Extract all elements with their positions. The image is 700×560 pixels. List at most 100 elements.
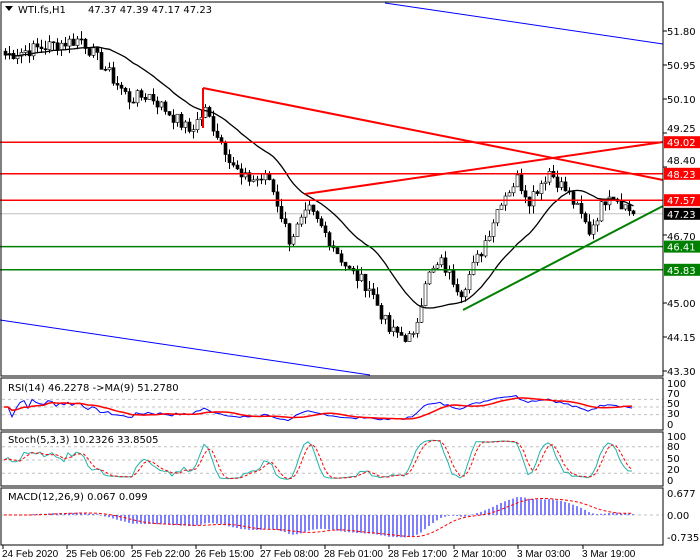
candle-body <box>187 121 192 132</box>
candle-body <box>99 52 104 70</box>
candle-body <box>419 305 424 323</box>
candle-body <box>263 173 268 181</box>
candle-body <box>531 191 536 207</box>
stoch-d-line <box>3 439 633 480</box>
candle-body <box>267 173 272 180</box>
candle-body <box>223 141 228 155</box>
rsi-tick-label: 70 <box>667 389 680 400</box>
candle-body <box>203 107 208 118</box>
time-label: 27 Feb 08:00 <box>260 549 319 560</box>
rsi-label: RSI(14) 46.2278 ->MA(9) 51.2780 <box>8 383 179 394</box>
candle-body <box>235 164 240 170</box>
candle-body <box>407 333 412 342</box>
candle-body <box>59 42 64 51</box>
symbol-label: WTI.fs,H1 <box>18 5 66 16</box>
candle-body <box>543 181 548 184</box>
macd-signal-line <box>3 498 632 538</box>
candle-body <box>427 271 432 285</box>
candle-body <box>463 289 468 298</box>
collapse-triangle-icon[interactable] <box>5 6 13 11</box>
candle-body <box>435 264 440 269</box>
candle-body <box>147 94 152 100</box>
level-badge <box>664 194 700 207</box>
time-label: 3 Mar 03:00 <box>517 549 571 560</box>
candle-body <box>599 201 604 222</box>
price-tick-label: 50.95 <box>667 61 696 72</box>
candle-body <box>31 43 36 57</box>
candle-body <box>507 192 512 197</box>
candle-body <box>51 41 56 44</box>
candle-body <box>359 273 364 281</box>
rsi-panel[interactable] <box>2 395 663 422</box>
candle-body <box>595 220 600 226</box>
level-badge <box>664 240 700 253</box>
candle-body <box>555 176 560 188</box>
candle-body <box>491 222 496 237</box>
candle-body <box>135 90 140 104</box>
candle-body <box>623 204 628 210</box>
candle-body <box>523 190 528 198</box>
candle-body <box>119 84 124 89</box>
channel-top-line <box>384 2 664 45</box>
candle-body <box>399 332 404 336</box>
candle-body <box>583 213 588 223</box>
candle-body <box>271 179 276 193</box>
price-tick-label: 50.10 <box>667 95 696 106</box>
candle-body <box>215 130 220 138</box>
candle-body <box>3 50 8 56</box>
candle-body <box>35 43 40 48</box>
candle-body <box>171 114 176 123</box>
candle-body <box>443 257 448 273</box>
candle-body <box>43 48 48 50</box>
candle-body <box>195 119 200 130</box>
price-tick-label: 45.00 <box>667 299 696 310</box>
candle-body <box>47 41 52 50</box>
candle-body <box>71 38 76 46</box>
candle-body <box>123 87 128 92</box>
candle-body <box>163 101 168 112</box>
macd-tick-label: 0.677 <box>667 489 696 500</box>
candle-body <box>15 55 20 59</box>
candle-body <box>27 50 32 57</box>
candle-body <box>227 154 232 163</box>
candle-body <box>467 274 472 291</box>
candle-body <box>151 94 156 102</box>
rsi-tick-label: 0 <box>667 420 673 431</box>
stoch-tick-label: 20 <box>667 465 680 476</box>
candle-body <box>603 201 608 206</box>
candle-body <box>283 218 288 224</box>
stoch-panel[interactable] <box>2 439 663 480</box>
channel-bottom-line <box>0 319 371 376</box>
panel-frame <box>0 431 664 487</box>
level-label: 49.02 <box>667 138 696 149</box>
candle-body <box>387 315 392 332</box>
candle-body <box>139 90 144 98</box>
candle-body <box>455 284 460 293</box>
main-panel[interactable] <box>0 2 664 376</box>
candle-body <box>291 236 296 245</box>
candle-body <box>211 116 216 132</box>
level-badge <box>664 167 700 180</box>
current-price-label: 47.23 <box>667 210 696 221</box>
candle-body <box>259 178 264 181</box>
candle-body <box>347 265 352 269</box>
candle-body <box>547 171 552 183</box>
time-label: 28 Feb 17:00 <box>388 549 447 560</box>
time-label: 28 Feb 01:00 <box>324 549 383 560</box>
candle-body <box>95 47 100 53</box>
level-label: 46.41 <box>667 243 696 254</box>
moving-average-line <box>5 46 634 309</box>
candle-body <box>183 121 188 128</box>
candle-body <box>295 223 300 237</box>
price-tick-label: 49.25 <box>667 124 696 135</box>
price-tick-label: 46.70 <box>667 232 696 243</box>
rsi-tick-label: 30 <box>667 409 680 420</box>
candle-body <box>587 221 592 235</box>
macd-panel[interactable] <box>2 497 663 538</box>
candle-body <box>439 257 444 266</box>
candle-body <box>363 273 368 292</box>
candle-body <box>395 326 400 333</box>
candle-body <box>103 69 108 71</box>
